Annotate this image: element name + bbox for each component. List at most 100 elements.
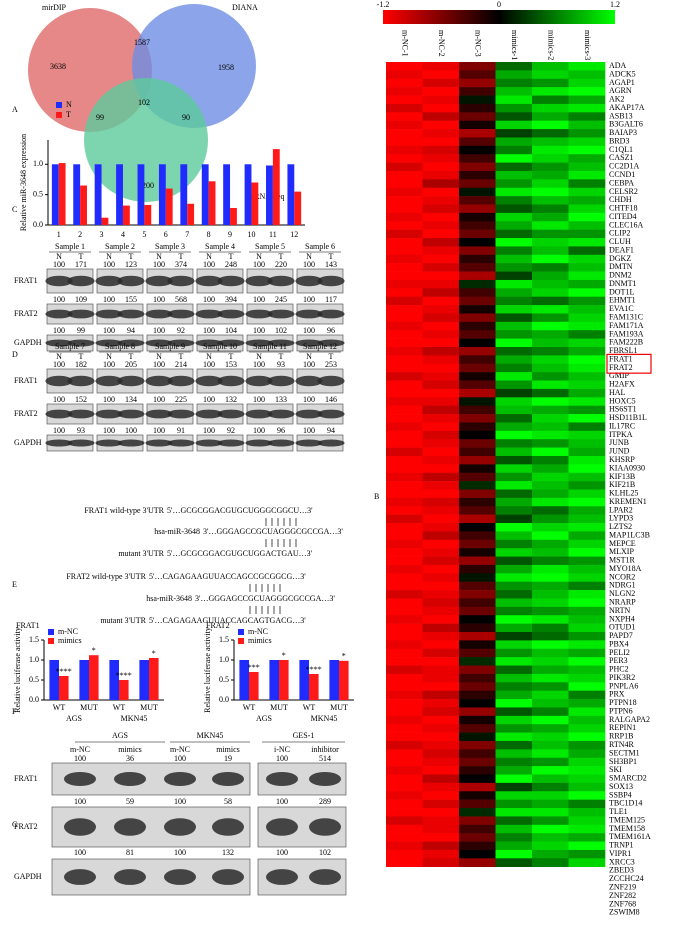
row-label: TLE1 <box>609 807 628 816</box>
blot-band <box>45 309 73 319</box>
heatmap-cell <box>386 204 423 214</box>
heatmap-cell <box>495 154 533 163</box>
blot-band <box>145 375 173 387</box>
heatmap-cell <box>386 112 423 121</box>
heatmap-cell <box>532 749 569 759</box>
heatmap-cell <box>422 699 460 708</box>
heatmap-cell <box>495 833 533 842</box>
heatmap-cell <box>568 598 606 608</box>
heatmap-cell <box>532 120 569 130</box>
row-label: HOXC5 <box>609 396 636 405</box>
heatmap-cell <box>422 682 460 691</box>
heatmap-cell <box>422 581 460 591</box>
heatmap-cell <box>568 808 606 817</box>
heatmap-cell <box>386 598 423 608</box>
heatmap-cell <box>532 279 569 289</box>
heatmap-cell <box>386 556 423 566</box>
significance: * <box>282 651 286 660</box>
heatmap-cell <box>568 397 606 406</box>
heatmap-cell <box>459 632 496 641</box>
heatmap-cell <box>532 640 569 650</box>
heatmap-cell <box>422 279 460 289</box>
bar <box>299 660 309 700</box>
heatmap-cell <box>532 523 569 532</box>
quant-value: 514 <box>319 754 331 763</box>
heatmap-cell <box>532 581 569 591</box>
heatmap-cell <box>532 70 569 80</box>
blot-row-label: FRAT1 <box>14 376 38 385</box>
blot-band <box>117 439 145 447</box>
blot-band <box>67 339 95 347</box>
quant-value: 100 <box>303 260 315 269</box>
heatmap-cell <box>568 531 606 541</box>
blot-band <box>267 375 295 387</box>
quant-value: 100 <box>303 426 315 435</box>
panel-label: B <box>374 492 379 501</box>
lane-label: T <box>229 252 234 261</box>
row-label: NXPH4 <box>609 614 635 623</box>
heatmap-cell <box>459 665 496 675</box>
heatmap-cell <box>495 849 533 859</box>
venn-set-name: DIANA <box>232 3 258 12</box>
heatmap-cell <box>532 355 569 365</box>
x-tick-label: 10 <box>247 230 255 239</box>
heatmap-cell <box>568 422 606 432</box>
row-label: SH3BP1 <box>609 757 637 766</box>
heatmap-cell <box>532 87 569 96</box>
heatmap-cell <box>386 430 423 440</box>
heatmap-cell <box>459 523 496 532</box>
heatmap-cell <box>386 388 423 398</box>
heatmap-cell <box>386 523 423 532</box>
lane-label: mimics <box>118 745 142 754</box>
quant-value: 100 <box>125 426 137 435</box>
heatmap-cell <box>532 799 569 809</box>
heatmap-cell <box>459 740 496 750</box>
y-axis-label: Relative miR-3648 expression <box>19 134 28 231</box>
heatmap-cell <box>459 766 496 775</box>
y-tick-label: 0.5 <box>219 675 229 684</box>
lane-label: m-NC <box>70 745 90 754</box>
venn-count: 90 <box>182 113 190 122</box>
heatmap-cell <box>568 640 606 650</box>
row-label: OTUD1 <box>609 623 635 632</box>
blot-band <box>95 275 123 287</box>
heatmap-cell <box>459 414 496 423</box>
heatmap-cell <box>459 447 496 457</box>
heatmap-cell <box>459 62 496 71</box>
heatmap-cell <box>422 288 460 298</box>
significance: * <box>342 652 346 661</box>
heatmap-cell <box>422 179 460 189</box>
heatmap-cell <box>386 682 423 691</box>
heatmap-cell <box>422 313 460 323</box>
bar <box>208 181 216 225</box>
heatmap-cell <box>568 774 606 784</box>
row-label: DNMT1 <box>609 279 637 288</box>
heatmap-cell <box>532 372 569 381</box>
lane-label: N <box>56 252 62 261</box>
heatmap-cell <box>532 313 569 323</box>
heatmap-cell <box>386 640 423 650</box>
heatmap-cell <box>568 590 606 599</box>
heatmap-cell <box>422 87 460 96</box>
y-tick-label: 1.0 <box>219 655 229 664</box>
row-label: RALGAPA2 <box>609 715 650 724</box>
heatmap-cell <box>459 623 496 633</box>
heatmap-cell <box>568 238 606 247</box>
significance: **** <box>306 665 322 674</box>
bar <box>158 164 166 225</box>
quant-value: 100 <box>153 326 165 335</box>
quant-value: 91 <box>177 426 185 435</box>
y-axis-label: Relative luciferase activity <box>203 627 212 713</box>
heatmap-cell <box>568 372 606 381</box>
heatmap-cell <box>568 682 606 691</box>
heatmap-cell <box>532 112 569 121</box>
heatmap-cell <box>568 246 606 256</box>
heatmap-cell <box>386 62 423 71</box>
heatmap-cell <box>568 179 606 189</box>
blot-band <box>217 275 245 287</box>
row-label: SOX13 <box>609 782 633 791</box>
row-label: PBX4 <box>609 639 629 648</box>
heatmap-cell <box>422 766 460 775</box>
heatmap-cell <box>495 120 533 130</box>
heatmap-cell <box>532 380 569 390</box>
